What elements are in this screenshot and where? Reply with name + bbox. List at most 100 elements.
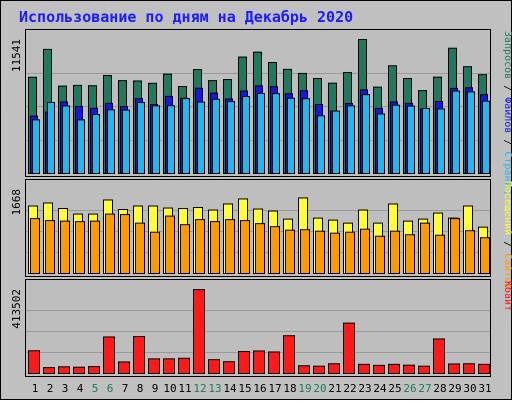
kbytes-bar bbox=[313, 365, 325, 375]
kbytes-bar bbox=[433, 338, 445, 374]
day-tick-label: 21 bbox=[328, 382, 341, 395]
day-axis: 1 2 3 4 5 6 7 8 9 10 11 12 13 14 15 16 17 18 19 20 21 22 23 24 2… bbox=[32, 382, 492, 395]
pages-bar bbox=[107, 109, 115, 174]
kbytes-bar bbox=[58, 366, 70, 375]
pages-bar bbox=[77, 119, 85, 174]
sites-bar bbox=[420, 222, 430, 274]
pages-bar bbox=[257, 93, 265, 174]
day-tick-label: 3 bbox=[62, 382, 69, 395]
kbytes-bar bbox=[298, 365, 310, 375]
day-tick-label: 17 bbox=[268, 382, 281, 395]
pages-bar bbox=[332, 110, 340, 175]
pages-bar bbox=[32, 119, 40, 174]
sites-bar bbox=[105, 213, 115, 275]
series-pages bbox=[32, 90, 490, 175]
series-legend: Кбайт bbox=[502, 281, 512, 311]
pages-bar bbox=[197, 101, 205, 174]
day-tick-label: 1 bbox=[32, 382, 39, 395]
sites-bar bbox=[405, 234, 415, 274]
sites-bar bbox=[120, 214, 130, 274]
kbytes-bar bbox=[388, 363, 400, 375]
axis-max-label: 1668 bbox=[10, 189, 23, 216]
sites-bar bbox=[390, 230, 400, 275]
pages-bar bbox=[182, 98, 190, 174]
sites-bar bbox=[330, 232, 340, 275]
kbytes-bar bbox=[283, 335, 295, 375]
day-tick-label: 20 bbox=[313, 382, 326, 395]
sites-bar bbox=[255, 223, 265, 275]
sites-bar bbox=[480, 237, 490, 274]
day-tick-label: 4 bbox=[77, 382, 84, 395]
axis-max-label: 413502 bbox=[10, 289, 23, 329]
day-tick-label: 22 bbox=[343, 382, 356, 395]
sites-bar bbox=[450, 218, 460, 274]
day-tick-label: 9 bbox=[152, 382, 159, 395]
sites-bar bbox=[195, 219, 205, 275]
day-tick-label: 24 bbox=[373, 382, 387, 395]
kbytes-bar bbox=[208, 359, 220, 374]
day-tick-label: 11 bbox=[178, 382, 191, 395]
day-tick-label: 10 bbox=[163, 382, 176, 395]
pages-bar bbox=[422, 107, 430, 174]
kbytes-bar bbox=[238, 351, 250, 375]
day-tick-label: 15 bbox=[238, 382, 251, 395]
pages-bar bbox=[62, 105, 70, 174]
chart-title: Использование по дням на Декабрь 2020 bbox=[19, 8, 353, 26]
pages-bar bbox=[317, 115, 325, 174]
pages-bar bbox=[227, 101, 235, 174]
requests-panel: 11541 Запросов / Файлов / Страниц bbox=[10, 29, 512, 194]
sites-bar bbox=[315, 230, 325, 275]
legend-entry: Запросов bbox=[502, 31, 512, 79]
pages-bar bbox=[137, 102, 145, 174]
sites-bar bbox=[75, 221, 85, 275]
kbytes-bar bbox=[163, 358, 175, 375]
day-tick-label: 12 bbox=[193, 382, 206, 395]
sites-bar bbox=[360, 228, 370, 275]
pages-bar bbox=[452, 90, 460, 174]
kbytes-bar bbox=[118, 361, 130, 375]
kbytes-bar bbox=[103, 336, 115, 374]
pages-bar bbox=[437, 108, 445, 174]
series-kbytes bbox=[28, 289, 490, 375]
pages-bar bbox=[152, 105, 160, 174]
day-tick-label: 19 bbox=[298, 382, 311, 395]
kbytes-bar bbox=[373, 364, 385, 375]
pages-bar bbox=[362, 94, 370, 174]
legend-entry: Файлов bbox=[502, 97, 512, 133]
day-tick-label: 30 bbox=[463, 382, 476, 395]
sites-bar bbox=[435, 234, 445, 275]
sites-bar bbox=[90, 220, 100, 274]
kbytes-bar bbox=[73, 366, 85, 375]
kbytes-bar bbox=[358, 363, 370, 375]
legend-separator: / bbox=[502, 235, 512, 253]
pages-bar bbox=[287, 97, 295, 174]
kbytes-bar bbox=[43, 367, 55, 375]
pages-bar bbox=[377, 113, 385, 175]
pages-bar bbox=[482, 100, 490, 174]
kbytes-bar bbox=[28, 350, 40, 374]
kbytes-bar bbox=[478, 363, 490, 375]
pages-bar bbox=[392, 104, 400, 174]
sites-bar bbox=[165, 215, 175, 275]
chart-panels: 11541 Запросов / Файлов / Страниц 1668 Посе… bbox=[10, 29, 512, 377]
pages-bar bbox=[272, 93, 280, 174]
legend-entry: Кбайт bbox=[502, 281, 512, 311]
pages-bar bbox=[347, 105, 355, 174]
day-tick-label: 13 bbox=[208, 382, 221, 395]
legend-entry: Страниц bbox=[502, 151, 512, 193]
day-tick-label: 27 bbox=[418, 382, 431, 395]
sites-bar bbox=[210, 221, 220, 275]
kbytes-bar bbox=[88, 366, 100, 374]
legend-entry: Посещений bbox=[502, 181, 512, 235]
legend-separator: / bbox=[502, 79, 512, 97]
sites-bar bbox=[270, 226, 280, 274]
day-tick-label: 16 bbox=[253, 382, 266, 395]
sites-bar bbox=[45, 220, 55, 274]
sites-bar bbox=[300, 229, 310, 275]
kbytes-bar bbox=[448, 363, 460, 374]
pages-bar bbox=[467, 91, 475, 174]
sites-bar bbox=[180, 224, 190, 274]
sites-bar bbox=[285, 229, 295, 274]
